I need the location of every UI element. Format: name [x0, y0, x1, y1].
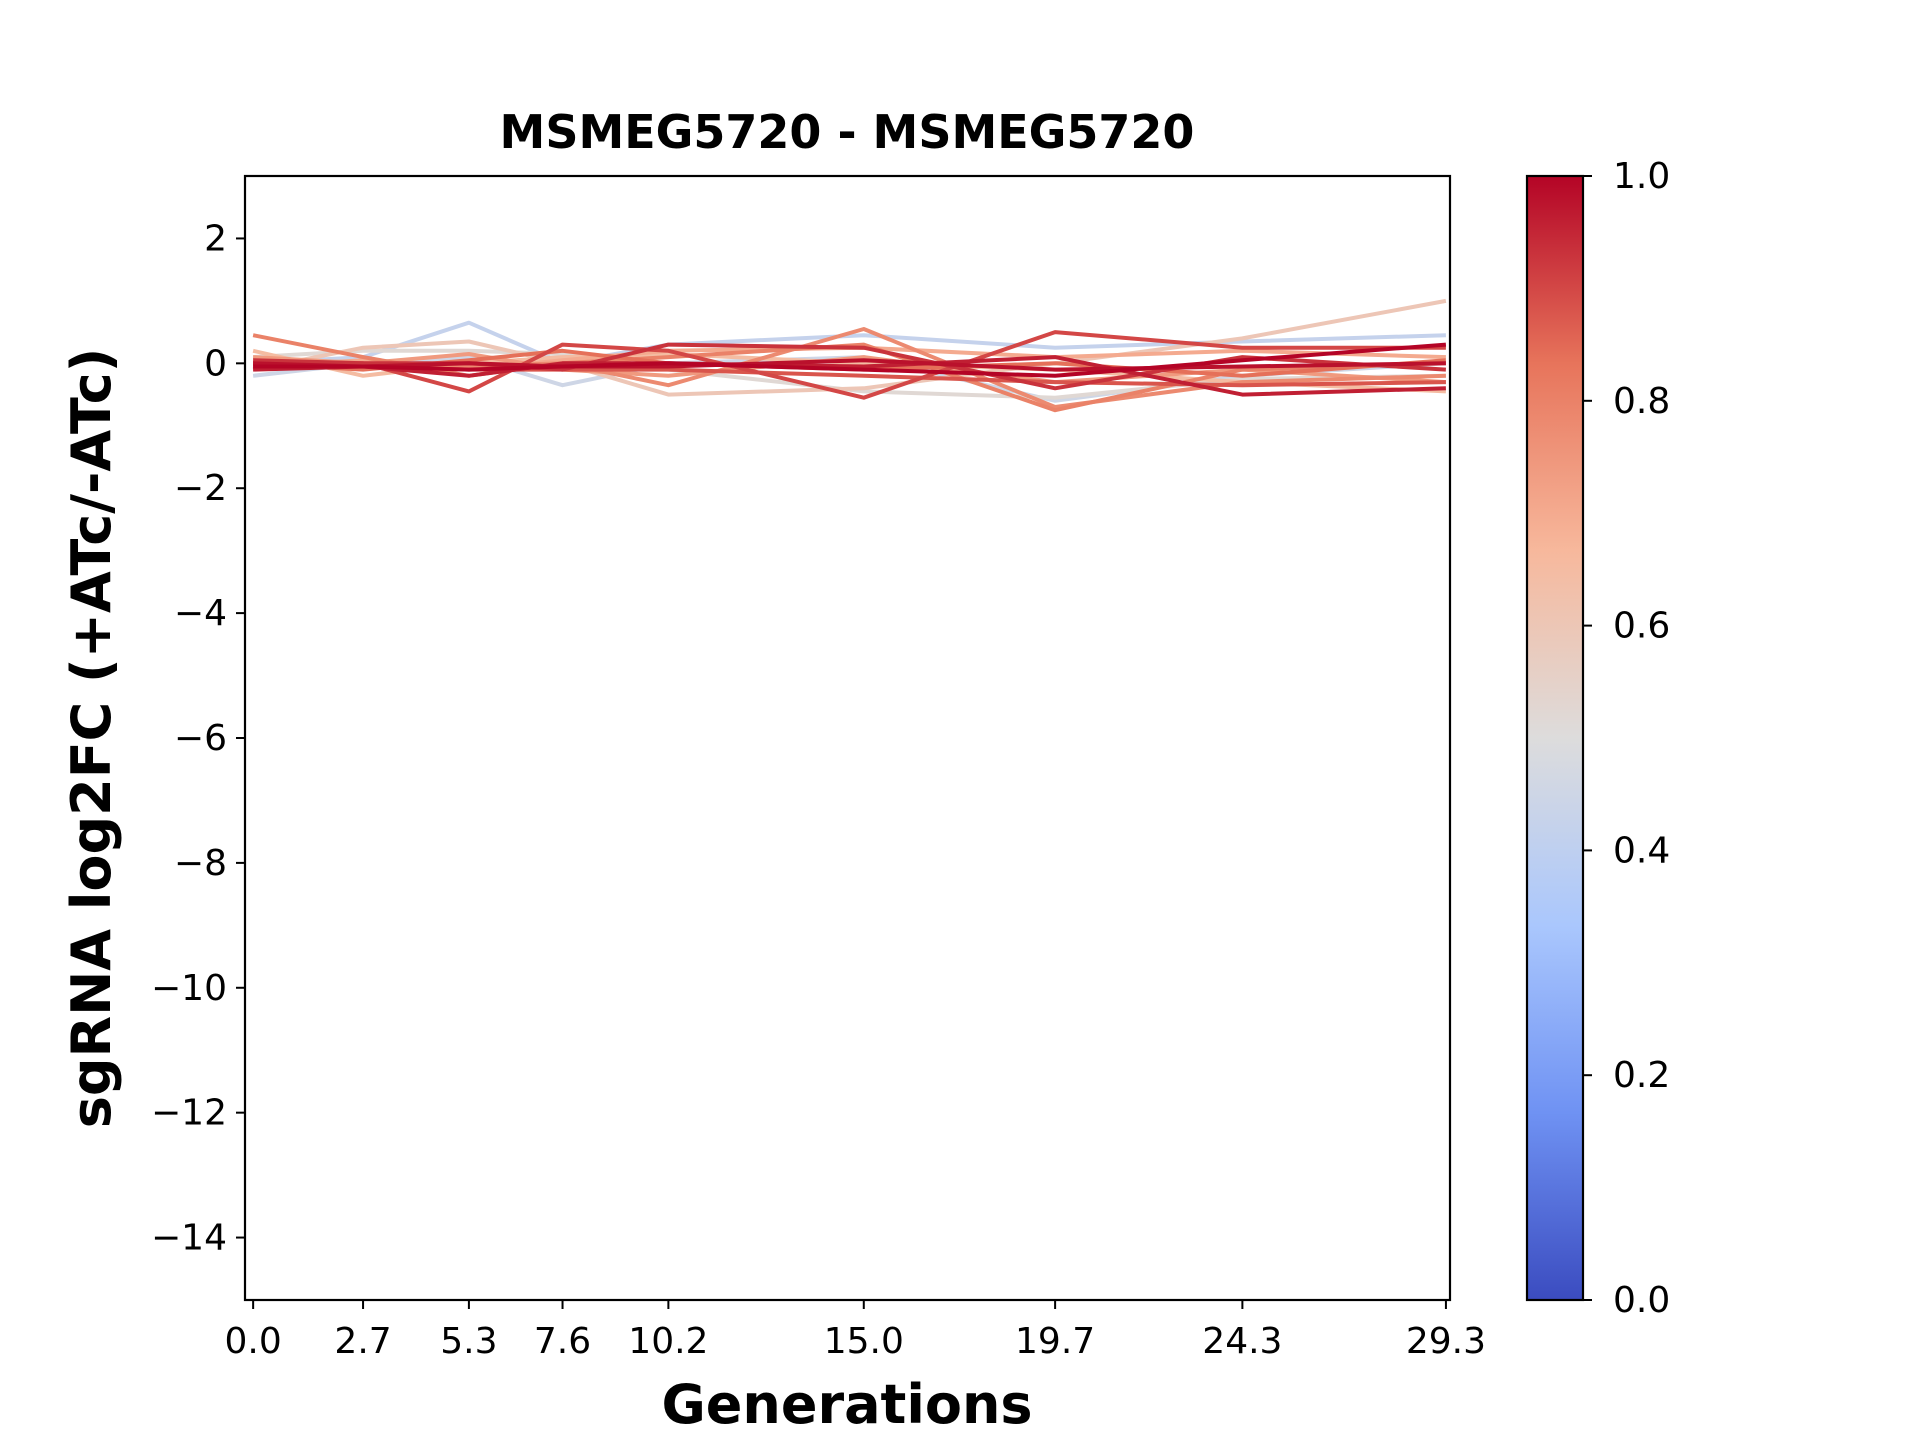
- y-tick-label: 0: [204, 343, 227, 384]
- series-line: [253, 342, 1447, 378]
- series-group: [252, 298, 1447, 413]
- colorbar-tick-label: 0.0: [1613, 1280, 1670, 1321]
- colorbar-axis: 0.0 0.2 0.4 0.6 0.8 1.0: [1583, 156, 1670, 1321]
- x-axis-label: Generations: [661, 1373, 1032, 1436]
- x-tick-label: 2.7: [334, 1321, 391, 1362]
- colorbar-tick-label: 1.0: [1613, 156, 1670, 197]
- colorbar-tick-label: 0.2: [1613, 1055, 1670, 1096]
- x-tick-label: 29.3: [1406, 1321, 1486, 1362]
- colorbar: [1525, 174, 1585, 1302]
- series-line: [252, 298, 1447, 397]
- x-tick-label: 19.7: [1015, 1321, 1095, 1362]
- x-tick-label: 7.6: [534, 1321, 591, 1362]
- y-tick-label: −12: [151, 1093, 227, 1134]
- y-axis-label: sgRNA log2FC (+ATc/-ATc): [60, 348, 123, 1129]
- colorbar-tick-label: 0.4: [1613, 830, 1670, 871]
- y-tick-label: −10: [151, 968, 227, 1009]
- y-tick-label: −14: [151, 1218, 227, 1259]
- x-tick-label: 10.2: [628, 1321, 708, 1362]
- x-tick-label: 0.0: [225, 1321, 282, 1362]
- y-tick-label: −8: [174, 843, 227, 884]
- series-line: [252, 352, 1447, 385]
- y-tick-label: 2: [204, 218, 227, 259]
- y-tick-label: −2: [174, 468, 227, 509]
- colorbar-tick-label: 0.8: [1613, 381, 1670, 422]
- series-line: [253, 358, 1446, 372]
- chart-title: MSMEG5720 - MSMEG5720: [500, 105, 1195, 159]
- x-tick-label: 5.3: [440, 1321, 497, 1362]
- series-line: [253, 330, 1446, 400]
- y-tick-label: −4: [174, 593, 227, 634]
- y-tick-label: −6: [174, 718, 227, 759]
- x-axis: 0.0 2.7 5.3 7.6 10.2 15.0 19.7 24.3 29.3: [225, 1300, 1486, 1362]
- x-tick-label: 15.0: [824, 1321, 904, 1362]
- colorbar-tick-label: 0.6: [1613, 606, 1670, 647]
- x-tick-label: 24.3: [1202, 1321, 1282, 1362]
- y-axis: 2 0 −2 −4 −6 −8 −10 −12 −14: [151, 218, 245, 1259]
